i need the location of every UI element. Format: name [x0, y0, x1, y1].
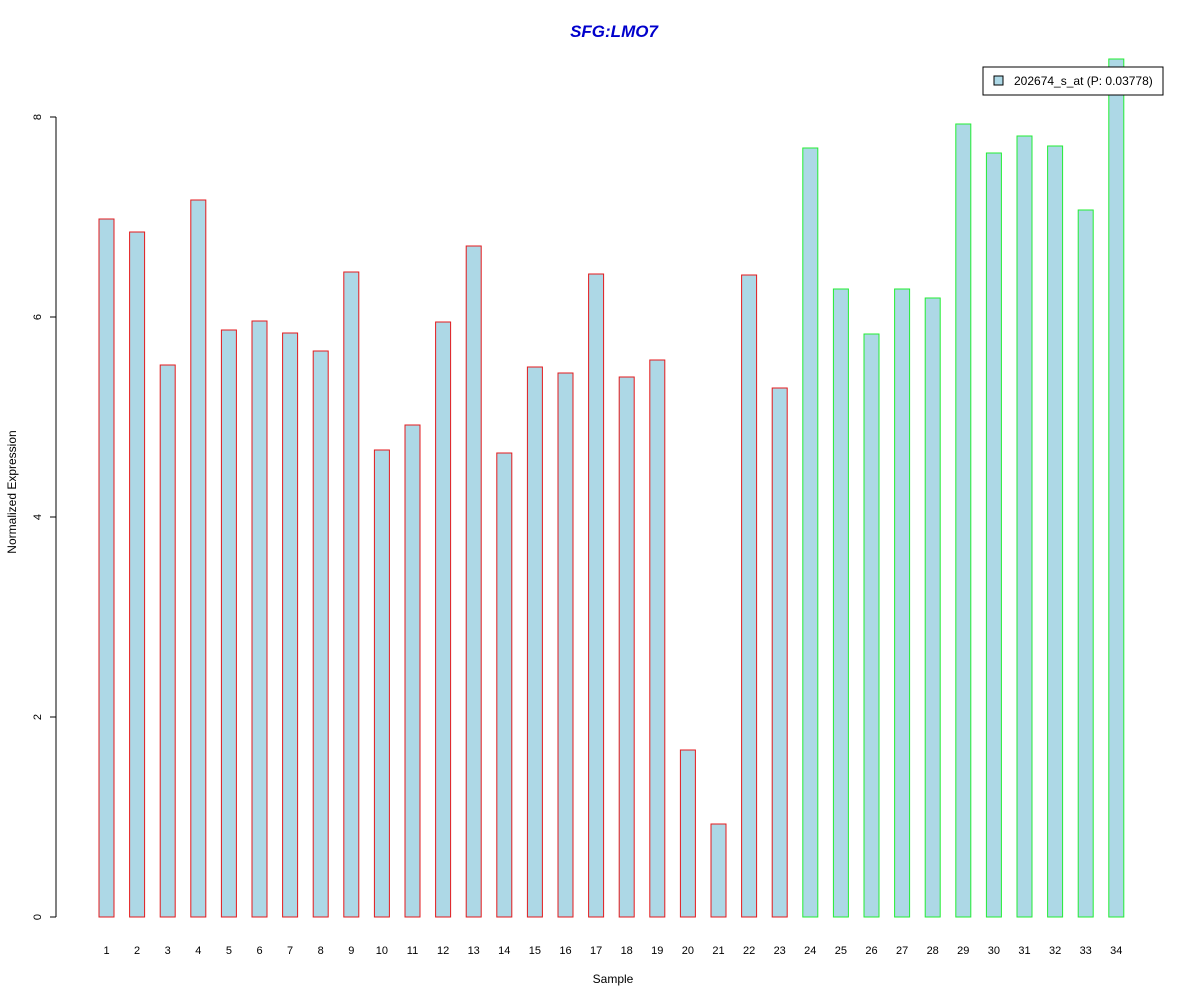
x-tick-label: 11	[407, 945, 418, 957]
bars-group	[98, 58, 1125, 918]
x-tick-label: 17	[590, 945, 602, 957]
bar-sample-34	[1108, 58, 1125, 918]
bar-sample-7	[282, 332, 299, 918]
y-axis-title: Normalized Expression	[5, 430, 19, 553]
bar-sample-11	[404, 424, 421, 918]
y-tick-label: 2	[32, 714, 44, 720]
bar-sample-33	[1077, 209, 1094, 918]
bar-sample-27	[894, 288, 911, 918]
x-tick-label: 16	[559, 945, 571, 957]
x-tick-label: 31	[1018, 945, 1030, 957]
x-tick-label: 14	[498, 945, 510, 957]
x-tick-label: 3	[165, 945, 171, 957]
bar-sample-10	[373, 449, 390, 918]
bar-sample-24	[802, 147, 819, 918]
x-tick-label: 24	[804, 945, 816, 957]
x-tick-label: 19	[651, 945, 663, 957]
bar-sample-18	[618, 376, 635, 918]
x-tick-label: 27	[896, 945, 908, 957]
bar-sample-9	[343, 271, 360, 918]
x-tick-label: 6	[256, 945, 262, 957]
x-tick-label: 9	[348, 945, 354, 957]
x-tick-label: 15	[529, 945, 541, 957]
chart-title: SFG:LMO7	[570, 22, 659, 41]
x-tick-label: 10	[376, 945, 388, 957]
bar-sample-32	[1047, 145, 1064, 918]
legend-swatch	[993, 75, 1004, 86]
x-tick-label: 33	[1080, 945, 1092, 957]
y-tick-label: 0	[32, 914, 44, 920]
bar-sample-28	[924, 297, 941, 918]
x-tick-label: 8	[318, 945, 324, 957]
x-tick-label: 28	[927, 945, 939, 957]
bar-sample-31	[1016, 135, 1033, 918]
x-tick-label: 2	[134, 945, 140, 957]
legend: 202674_s_at (P: 0.03778)	[982, 66, 1164, 96]
x-axis-title: Sample	[593, 972, 634, 986]
bar-sample-26	[863, 333, 880, 918]
bar-sample-2	[129, 231, 146, 918]
x-tick-label: 25	[835, 945, 847, 957]
x-tick-labels: 1 2 3 4 5 6 7 8 9 10 11 12 13 14 15 16 17 18 19 20 21 22 23 24 2…	[103, 945, 1122, 957]
x-tick-label: 23	[774, 945, 786, 957]
x-tick-label: 5	[226, 945, 232, 957]
y-tick-label: 4	[32, 514, 44, 520]
y-tick-label: 6	[32, 314, 44, 320]
bar-sample-1	[98, 218, 115, 918]
x-tick-label: 13	[468, 945, 480, 957]
bar-sample-13	[465, 245, 482, 918]
x-tick-label: 26	[865, 945, 877, 957]
x-tick-label: 22	[743, 945, 755, 957]
bar-sample-21	[710, 823, 727, 918]
bar-sample-25	[832, 288, 849, 918]
x-tick-label: 34	[1110, 945, 1122, 957]
bar-sample-17	[588, 273, 605, 918]
x-tick-label: 12	[437, 945, 449, 957]
bar-sample-5	[220, 329, 237, 918]
legend-box	[982, 66, 1164, 96]
x-tick-label: 18	[621, 945, 633, 957]
x-tick-label: 4	[195, 945, 201, 957]
bar-sample-19	[649, 359, 666, 918]
bar-sample-3	[159, 364, 176, 918]
y-tick-label: 8	[32, 114, 44, 120]
bar-sample-14	[496, 452, 513, 918]
bar-sample-30	[985, 152, 1002, 918]
bar-sample-15	[526, 366, 543, 918]
legend-label: 202674_s_at (P: 0.03778)	[1014, 74, 1153, 88]
bar-sample-22	[741, 274, 758, 918]
bar-sample-12	[435, 321, 452, 918]
x-tick-label: 1	[103, 945, 109, 957]
bar-sample-8	[312, 350, 329, 918]
y-axis: 0 2 4 6 8	[32, 114, 57, 920]
x-tick-label: 30	[988, 945, 1000, 957]
x-tick-label: 29	[957, 945, 969, 957]
bar-sample-23	[771, 387, 788, 918]
bar-sample-6	[251, 320, 268, 918]
bar-sample-20	[679, 749, 696, 918]
x-tick-label: 7	[287, 945, 293, 957]
x-tick-label: 21	[712, 945, 724, 957]
bar-sample-16	[557, 372, 574, 918]
x-tick-label: 20	[682, 945, 694, 957]
bar-sample-29	[955, 123, 972, 918]
bar-sample-4	[190, 199, 207, 918]
x-tick-label: 32	[1049, 945, 1061, 957]
